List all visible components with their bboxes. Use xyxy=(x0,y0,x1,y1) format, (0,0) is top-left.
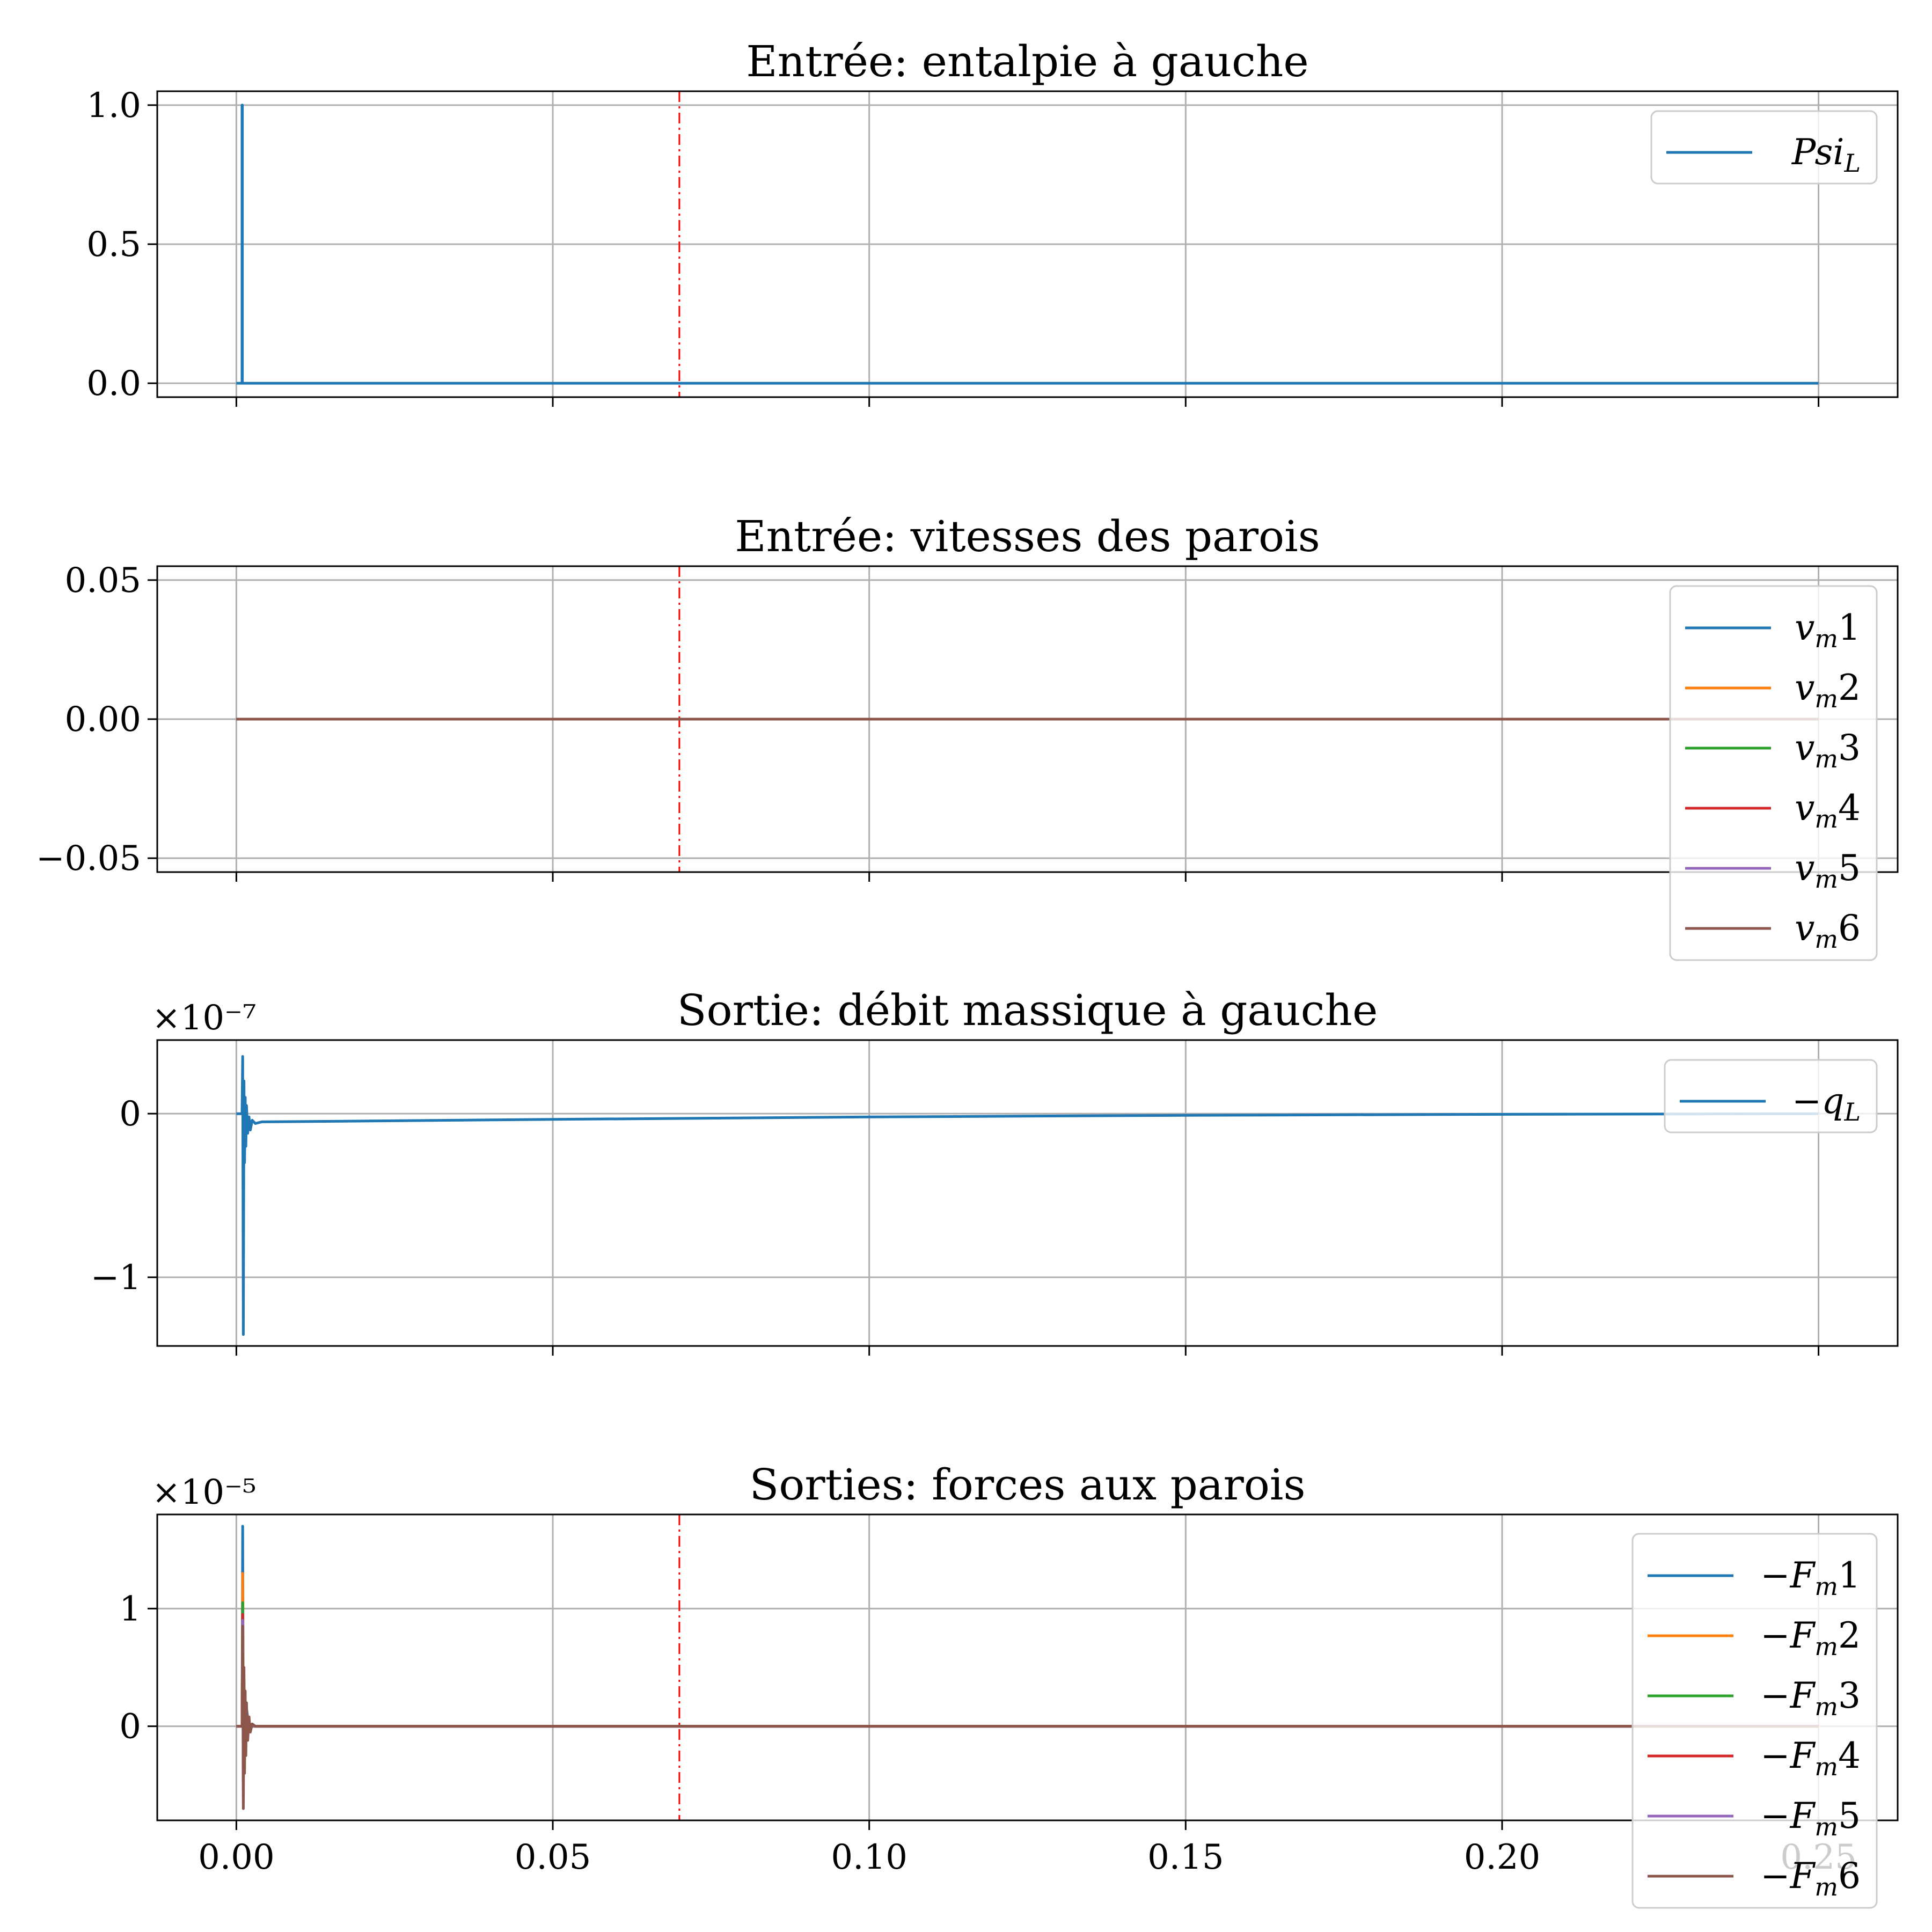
y-tick-label: 0.0 xyxy=(86,364,141,404)
subplot-1: 0.0 0.5 1.0 Entrée: entalpie à gauche PsiL xyxy=(86,36,1899,407)
legend-label-6: −Fm6 xyxy=(1760,1855,1861,1901)
legend-label-3: vm3 xyxy=(1795,727,1861,773)
x-tick-label: 0.05 xyxy=(515,1838,591,1877)
axes-frame xyxy=(156,1039,1899,1347)
subplot-4: 010.000.050.100.150.200.25Sorties: force… xyxy=(119,1460,1899,1909)
y-tick-label: 1 xyxy=(119,1589,141,1629)
legend: −Fm1 −Fm2 −Fm3 −Fm4 −Fm5 −Fm6 xyxy=(1631,1533,1878,1909)
subplot-2: −0.05 0.00 0.05 Entrée: vitesses des parois… xyxy=(36,511,1899,961)
axis-offset-text: ×10⁻⁷ xyxy=(152,998,257,1038)
legend-label-1: −qL xyxy=(1792,1080,1861,1126)
series-line-1 xyxy=(236,104,1819,385)
subplot-3: −1 0 Sortie: débit massique à gauche ×10⁻⁷ −… xyxy=(91,985,1899,1356)
axes-frame xyxy=(156,90,1899,398)
legend-frame xyxy=(1664,1059,1878,1133)
legend-label-5: vm5 xyxy=(1795,847,1861,894)
y-tick-label: 1.0 xyxy=(86,86,141,126)
subplot-title: Sortie: débit massique à gauche xyxy=(677,985,1378,1035)
axes-frame xyxy=(156,1513,1899,1821)
legend-label-2: −Fm2 xyxy=(1760,1615,1861,1661)
series-line-6 xyxy=(236,1624,1819,1810)
series-group xyxy=(236,91,1819,397)
legend: −qL xyxy=(1664,1059,1878,1133)
x-tick-label: 0.20 xyxy=(1464,1838,1541,1877)
legend: PsiL xyxy=(1650,110,1878,185)
y-tick-label: −0.05 xyxy=(36,839,141,879)
legend-label-1: PsiL xyxy=(1791,131,1861,178)
y-tick-label: 0.00 xyxy=(65,700,142,740)
series-group xyxy=(236,566,1819,872)
x-tick-label: 0.15 xyxy=(1147,1838,1224,1877)
series-group xyxy=(236,1055,1819,1336)
legend-label-5: −Fm5 xyxy=(1760,1795,1861,1841)
y-tick-label: 0 xyxy=(119,1094,141,1134)
legend-label-4: vm4 xyxy=(1795,787,1861,833)
x-tick-label: 0.00 xyxy=(198,1838,275,1877)
series-line-3 xyxy=(236,1601,1819,1775)
series-line-2 xyxy=(236,1572,1819,1769)
series-group xyxy=(236,1514,1819,1820)
y-tick-label: 0 xyxy=(119,1707,141,1747)
legend-label-2: vm2 xyxy=(1795,667,1861,713)
legend-label-3: −Fm3 xyxy=(1760,1675,1861,1721)
series-line-5 xyxy=(236,1619,1819,1798)
legend-frame xyxy=(1650,110,1878,185)
axes-frame xyxy=(156,565,1899,873)
legend: vm1 vm2 vm3 vm4 vm5 vm6 xyxy=(1669,585,1878,961)
series-line-1 xyxy=(236,1055,1819,1336)
legend-label-1: −Fm1 xyxy=(1760,1555,1861,1601)
axis-offset-text: ×10⁻⁵ xyxy=(152,1473,257,1512)
legend-frame xyxy=(1669,585,1878,961)
y-tick-label: −1 xyxy=(91,1258,141,1298)
subplot-title: Entrée: entalpie à gauche xyxy=(746,36,1308,86)
y-tick-label: 0.5 xyxy=(86,225,141,265)
series-line-4 xyxy=(236,1613,1819,1787)
subplot-title: Sorties: forces aux parois xyxy=(749,1460,1305,1510)
legend-frame xyxy=(1631,1533,1878,1909)
x-tick-label: 0.10 xyxy=(831,1838,908,1877)
legend-label-6: vm6 xyxy=(1795,908,1861,954)
legend-label-4: −Fm4 xyxy=(1760,1735,1861,1781)
legend-label-1: vm1 xyxy=(1795,607,1861,653)
y-tick-label: 0.05 xyxy=(65,561,142,601)
subplot-title: Entrée: vitesses des parois xyxy=(735,511,1320,561)
